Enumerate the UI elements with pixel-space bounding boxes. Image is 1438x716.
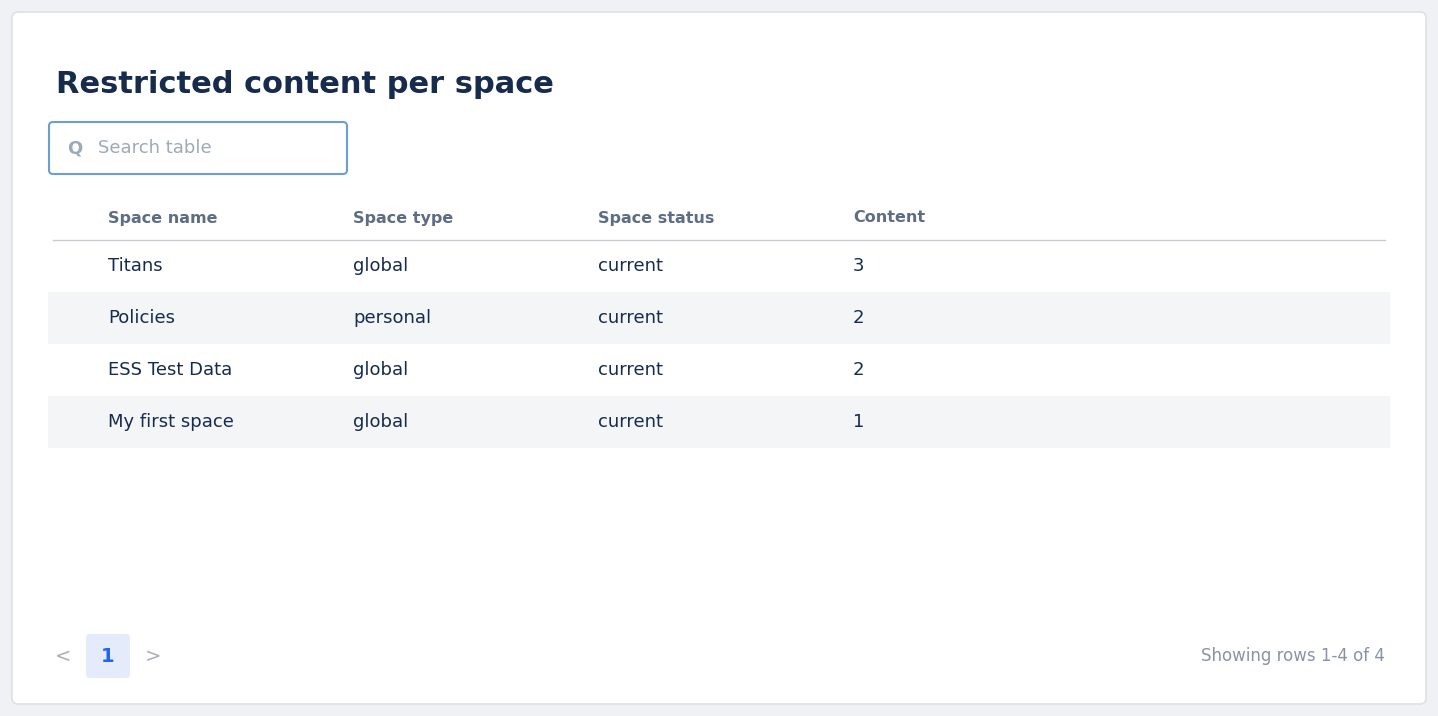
Text: My first space: My first space <box>108 413 234 431</box>
Text: Q: Q <box>68 139 82 157</box>
Text: personal: personal <box>352 309 431 327</box>
Text: Content: Content <box>853 211 925 226</box>
FancyBboxPatch shape <box>49 122 347 174</box>
Text: 1: 1 <box>853 413 864 431</box>
Text: current: current <box>598 413 663 431</box>
Text: global: global <box>352 413 408 431</box>
Text: current: current <box>598 257 663 275</box>
Text: Showing rows 1-4 of 4: Showing rows 1-4 of 4 <box>1201 647 1385 665</box>
Text: 3: 3 <box>853 257 864 275</box>
Bar <box>47 396 1391 448</box>
Text: global: global <box>352 361 408 379</box>
Text: Space status: Space status <box>598 211 715 226</box>
Text: 2: 2 <box>853 309 864 327</box>
Text: Policies: Policies <box>108 309 175 327</box>
Text: current: current <box>598 309 663 327</box>
Text: Space type: Space type <box>352 211 453 226</box>
Text: 1: 1 <box>101 647 115 665</box>
Text: Search table: Search table <box>98 139 211 157</box>
Text: ESS Test Data: ESS Test Data <box>108 361 233 379</box>
Text: Titans: Titans <box>108 257 162 275</box>
Text: 2: 2 <box>853 361 864 379</box>
Text: current: current <box>598 361 663 379</box>
Text: Space name: Space name <box>108 211 217 226</box>
FancyBboxPatch shape <box>86 634 129 678</box>
Bar <box>47 292 1391 344</box>
FancyBboxPatch shape <box>12 12 1426 704</box>
Text: global: global <box>352 257 408 275</box>
Text: >: > <box>145 647 161 665</box>
Text: Restricted content per space: Restricted content per space <box>56 70 554 99</box>
Text: <: < <box>55 647 72 665</box>
